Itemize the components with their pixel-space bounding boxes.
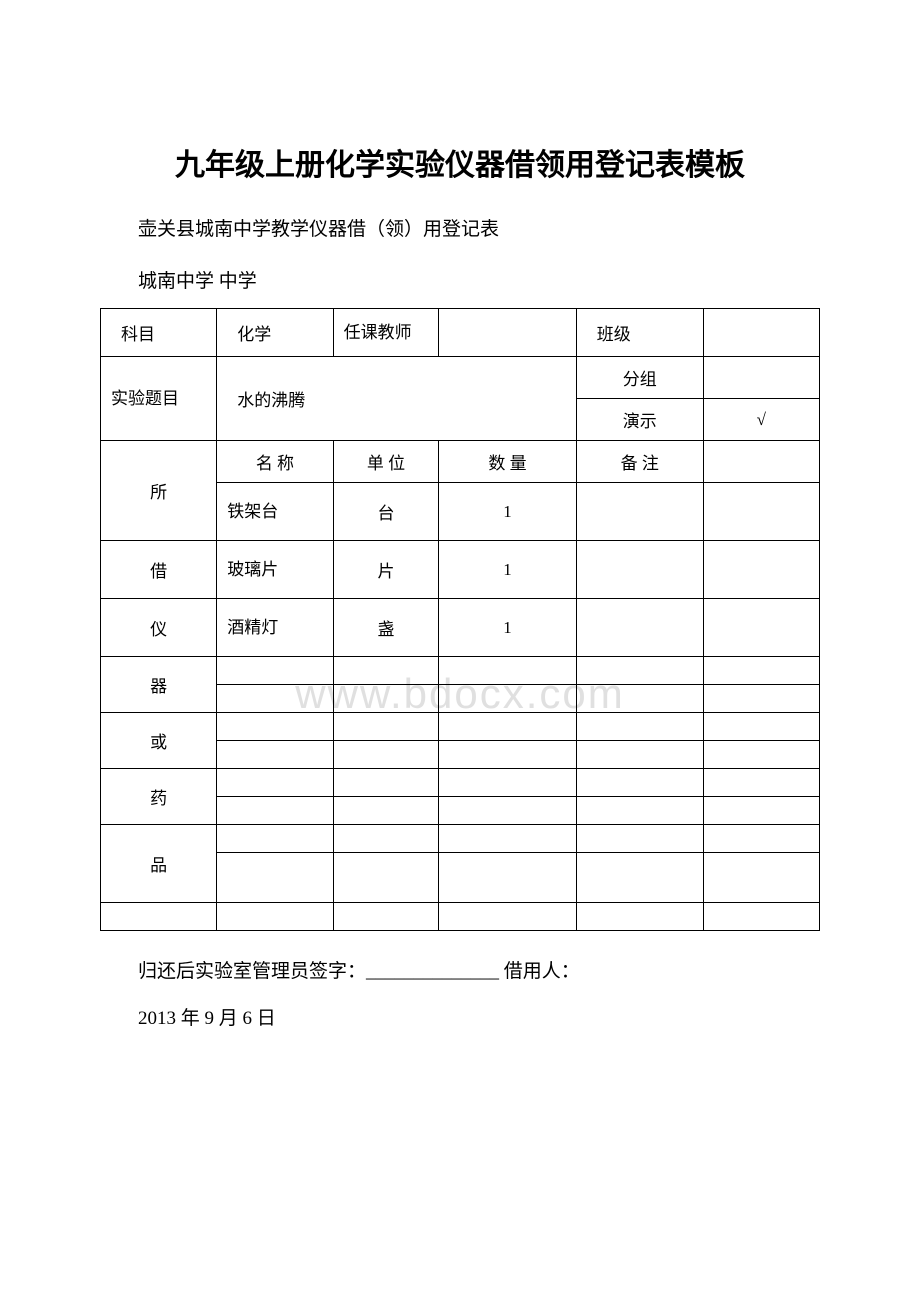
- subject-value: 化学: [217, 309, 333, 357]
- teacher-label: 任课教师: [333, 309, 439, 357]
- demo-value: √: [703, 399, 819, 441]
- item-unit-0: 台: [333, 483, 439, 541]
- empty-row-9: [101, 903, 820, 931]
- item-extra-2: [703, 599, 819, 657]
- page-title: 九年级上册化学实验仪器借领用登记表模板: [100, 140, 820, 184]
- group-label: 分组: [576, 357, 703, 399]
- experiment-value: 水的沸腾: [217, 357, 576, 441]
- class-label: 班级: [576, 309, 703, 357]
- experiment-row-1: 实验题目 水的沸腾 分组: [101, 357, 820, 399]
- col-unit: 单 位: [333, 441, 439, 483]
- left-label-4: 或: [101, 713, 217, 769]
- demo-label: 演示: [576, 399, 703, 441]
- col-name: 名 称: [217, 441, 333, 483]
- subject-label: 科目: [101, 309, 217, 357]
- group-value: [703, 357, 819, 399]
- item-name-2: 酒精灯: [217, 599, 333, 657]
- col-quantity: 数 量: [439, 441, 576, 483]
- item-extra-0: [703, 483, 819, 541]
- left-label-5: 药: [101, 769, 217, 825]
- column-header-row: 所 名 称 单 位 数 量 备 注: [101, 441, 820, 483]
- registration-table: 科目 化学 任课教师 班级 实验题目 水的沸腾 分组 演示 √ 所 名 称 单 …: [100, 308, 820, 931]
- col-extra: [703, 441, 819, 483]
- subtitle: 壶关县城南中学教学仪器借（领）用登记表: [138, 214, 820, 241]
- empty-row-1: 器: [101, 657, 820, 685]
- left-label-1: 借: [101, 541, 217, 599]
- item-name-1: 玻璃片: [217, 541, 333, 599]
- item-remark-2: [576, 599, 703, 657]
- item-row-1: 借 玻璃片 片 1: [101, 541, 820, 599]
- empty-row-3: 或: [101, 713, 820, 741]
- date-line: 2013 年 9 月 6 日: [138, 1003, 820, 1030]
- left-label-6: 品: [101, 825, 217, 903]
- empty-row-5: 药: [101, 769, 820, 797]
- left-label-2: 仪: [101, 599, 217, 657]
- item-unit-2: 盏: [333, 599, 439, 657]
- page-content: 九年级上册化学实验仪器借领用登记表模板 壶关县城南中学教学仪器借（领）用登记表 …: [100, 140, 820, 1030]
- item-extra-1: [703, 541, 819, 599]
- left-label-3: 器: [101, 657, 217, 713]
- item-name-0: 铁架台: [217, 483, 333, 541]
- signature-line: 归还后实验室管理员签字：______________ 借用人：: [138, 956, 820, 983]
- school-line: 城南中学 中学: [138, 266, 820, 293]
- header-row: 科目 化学 任课教师 班级: [101, 309, 820, 357]
- item-remark-1: [576, 541, 703, 599]
- col-remark: 备 注: [576, 441, 703, 483]
- class-value: [703, 309, 819, 357]
- experiment-label: 实验题目: [101, 357, 217, 441]
- left-label-0: 所: [101, 441, 217, 541]
- item-row-2: 仪 酒精灯 盏 1: [101, 599, 820, 657]
- item-qty-1: 1: [439, 541, 576, 599]
- item-qty-2: 1: [439, 599, 576, 657]
- item-remark-0: [576, 483, 703, 541]
- item-qty-0: 1: [439, 483, 576, 541]
- item-unit-1: 片: [333, 541, 439, 599]
- teacher-value: [439, 309, 576, 357]
- empty-row-7: 品: [101, 825, 820, 853]
